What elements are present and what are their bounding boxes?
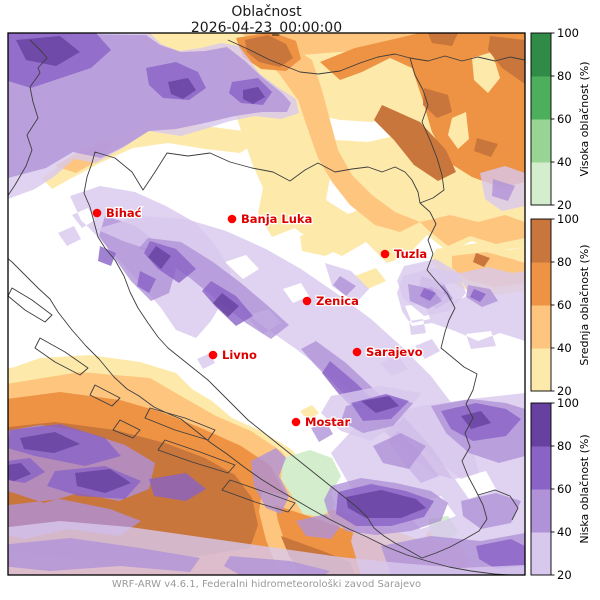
layer-srednja-diag-band-light: [42, 121, 257, 189]
colorbar-srednja-tick-label: 40: [557, 341, 572, 355]
border-north-lines: [227, 39, 525, 204]
city-markers: Bihać Banja Luka Tuzla Zenica Livno Sarajevo M…: [92, 205, 428, 430]
colorbar-visoka-tick-label: 20: [557, 198, 572, 212]
layer-niska-central-darkest: [148, 246, 239, 317]
colorbar-visoka-segment-3: [531, 33, 551, 77]
border-islands: [8, 287, 296, 513]
layer-niska-sw-darkest: [8, 432, 131, 493]
colorbar-visoka-tick-label: 40: [557, 155, 572, 169]
city-label-livno: Livno: [222, 348, 257, 362]
layer-niska-nw-darkest: [16, 36, 265, 104]
map-datetime: 2026-04-23_00:00:00: [190, 20, 343, 36]
layer-srednja-dark-band: [245, 33, 525, 181]
colorbar-niska-segment-0: [531, 532, 551, 576]
colorbar-niska-tick-label: 60: [557, 482, 572, 496]
colorbar-niska-tick-label: 40: [557, 525, 572, 539]
colorbar-niska-label: Niska oblačnost (%): [578, 434, 591, 543]
footer-credit: WRF-ARW v4.6.1, Federalni hidrometeorolo…: [111, 579, 422, 590]
colorbar-niska-tick-label: 20: [557, 568, 572, 582]
colorbar-srednja-tick-label: 20: [557, 384, 572, 398]
colorbar-visoka-segment-0: [531, 162, 551, 206]
layer-niska-east-band-med: [408, 179, 515, 309]
city-dot-tuzla: [380, 249, 390, 259]
colorbar-niska: 20 40 60 80 100 Niska oblačnost (%): [530, 396, 591, 582]
city-label-zenica: Zenica: [316, 294, 359, 308]
colorbar-visoka: 20 40 60 80 100 Visoka oblačnost (%): [530, 26, 591, 212]
colorbar-srednja-segment-3: [531, 219, 551, 263]
colorbar-srednja-tick-label: 60: [557, 298, 572, 312]
colorbar-niska-segment-3: [531, 403, 551, 447]
colorbar-niska-segment-2: [531, 446, 551, 490]
city-dot-bihać: [92, 208, 102, 218]
border-coastline: [8, 258, 511, 575]
colorbar-visoka-tick-label: 100: [557, 26, 579, 40]
city-dot-livno: [208, 350, 218, 360]
border-montenegro: [477, 489, 519, 521]
layer-niska-east-band-dark: [420, 288, 486, 302]
city-label-sarajevo: Sarajevo: [366, 345, 423, 359]
layer-niska-bottom-strip-med: [8, 538, 330, 575]
layer-niska-se-med: [341, 396, 525, 575]
layer-srednja-field-strong: [320, 33, 525, 188]
colorbar-srednja-tick-label: 100: [557, 212, 579, 226]
colorbar-srednja-segment-2: [531, 262, 551, 306]
colorbar-niska-tick-label: 100: [557, 396, 579, 410]
city-dot-mostar: [291, 417, 301, 427]
layer-niska-se-dark: [351, 394, 525, 569]
colorbar-visoka-label: Visoka oblačnost (%): [578, 61, 591, 176]
country-borders: [8, 39, 525, 575]
map-frame: [7, 32, 526, 576]
colorbar-visoka-segment-1: [531, 119, 551, 163]
colorbar-srednja: 20 40 60 80 100 Srednja oblačnost (%): [530, 212, 591, 398]
border-bosnia: [83, 151, 488, 559]
colorbar-niska-tick-label: 80: [557, 439, 572, 453]
city-dot-zenica: [302, 296, 312, 306]
city-label-bihać: Bihać: [106, 206, 142, 220]
colorbar-srednja-tick-label: 80: [557, 255, 572, 269]
colorbar-visoka-tick-label: 80: [557, 69, 572, 83]
city-dot-banja-luka: [227, 214, 237, 224]
layer-srednja-field-med-west: [262, 45, 420, 232]
colorbar-visoka-segment-2: [531, 76, 551, 120]
border-northwest-lines: [8, 39, 48, 197]
layer-srednja-right-mid-dark: [473, 253, 490, 267]
colorbar-srednja-label: Srednja oblačnost (%): [578, 244, 591, 365]
colorbar-niska-segment-1: [531, 489, 551, 533]
layer-srednja-field-med-south: [420, 215, 525, 246]
city-label-tuzla: Tuzla: [394, 247, 427, 261]
colorbar-visoka-tick-label: 60: [557, 112, 572, 126]
cloud-layers: [8, 33, 525, 575]
city-label-banja-luka: Banja Luka: [241, 212, 312, 226]
layer-niska-bihac-dark: [98, 246, 156, 293]
layer-srednja-tuzla-bits: [300, 229, 386, 289]
layer-srednja-mostar-tiny: [300, 405, 319, 421]
city-label-mostar: Mostar: [305, 415, 350, 429]
city-dot-sarajevo: [352, 347, 362, 357]
colorbar-srednja-segment-1: [531, 305, 551, 349]
map-title: Oblačnost: [231, 4, 302, 20]
layer-niska-se-darkest: [361, 396, 491, 429]
layer-niska-mostar-south-darkest: [346, 490, 426, 518]
colorbar-srednja-segment-0: [531, 348, 551, 392]
